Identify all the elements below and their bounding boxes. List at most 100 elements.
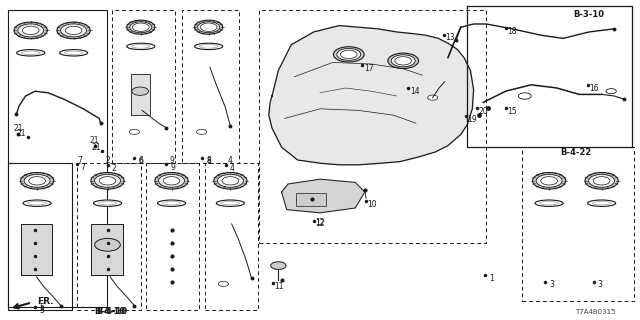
Text: 21: 21: [90, 136, 99, 145]
Ellipse shape: [23, 200, 51, 206]
Text: 5: 5: [39, 306, 44, 315]
Text: 12: 12: [316, 220, 324, 228]
Bar: [8, 163, 72, 310]
Circle shape: [196, 129, 207, 134]
Circle shape: [61, 24, 86, 37]
Ellipse shape: [163, 202, 180, 205]
Bar: [259, 10, 486, 243]
Text: 9: 9: [170, 163, 175, 172]
Text: 4: 4: [230, 164, 235, 172]
Circle shape: [24, 174, 50, 187]
Text: 16: 16: [589, 84, 599, 93]
Text: 6: 6: [138, 156, 143, 164]
Circle shape: [593, 177, 610, 185]
Bar: [112, 10, 175, 163]
Circle shape: [198, 22, 220, 33]
Circle shape: [29, 177, 45, 185]
Circle shape: [340, 50, 357, 59]
Text: 6: 6: [138, 157, 143, 166]
Circle shape: [536, 174, 562, 187]
Bar: [8, 10, 107, 307]
Circle shape: [195, 20, 223, 34]
Circle shape: [155, 172, 188, 189]
Circle shape: [130, 22, 152, 33]
Bar: [21, 224, 52, 275]
Ellipse shape: [157, 200, 186, 206]
Bar: [146, 163, 199, 310]
Circle shape: [18, 24, 44, 37]
Circle shape: [222, 177, 239, 185]
Ellipse shape: [65, 51, 83, 55]
Text: 5: 5: [39, 303, 44, 312]
Bar: [131, 74, 150, 115]
Text: 8: 8: [206, 156, 211, 164]
Text: T7A4B0315: T7A4B0315: [575, 309, 616, 315]
Circle shape: [99, 177, 116, 185]
Text: 7: 7: [81, 163, 86, 172]
Ellipse shape: [588, 200, 616, 206]
Bar: [77, 163, 141, 310]
Ellipse shape: [540, 202, 558, 205]
Circle shape: [218, 281, 228, 286]
Circle shape: [20, 172, 54, 189]
Text: B-3-10: B-3-10: [573, 10, 604, 19]
Circle shape: [200, 23, 217, 31]
Text: B-4-22: B-4-22: [561, 148, 591, 156]
Text: 11: 11: [275, 282, 284, 291]
Text: 12: 12: [316, 218, 324, 227]
Ellipse shape: [93, 200, 122, 206]
Text: B-4-10: B-4-10: [95, 308, 125, 316]
Ellipse shape: [195, 43, 223, 50]
Ellipse shape: [22, 51, 40, 55]
Bar: [91, 224, 123, 275]
Circle shape: [95, 238, 120, 251]
Circle shape: [218, 174, 243, 187]
Circle shape: [65, 26, 82, 35]
Ellipse shape: [132, 45, 150, 48]
Text: 14: 14: [410, 87, 420, 96]
Circle shape: [337, 48, 361, 60]
Ellipse shape: [593, 202, 611, 205]
Circle shape: [428, 95, 438, 100]
Polygon shape: [282, 179, 365, 213]
Ellipse shape: [535, 200, 563, 206]
Text: 21: 21: [92, 143, 100, 152]
Ellipse shape: [99, 202, 116, 205]
Text: 10: 10: [367, 200, 378, 209]
Text: 2: 2: [111, 164, 116, 172]
Circle shape: [129, 129, 140, 134]
Text: 20: 20: [478, 107, 488, 116]
Circle shape: [271, 262, 286, 269]
Text: 7: 7: [77, 156, 83, 164]
Text: 15: 15: [507, 107, 517, 116]
Circle shape: [163, 177, 180, 185]
Ellipse shape: [60, 50, 88, 56]
Circle shape: [57, 22, 90, 39]
Text: 3: 3: [598, 280, 603, 289]
Circle shape: [541, 177, 557, 185]
Circle shape: [22, 26, 39, 35]
Circle shape: [127, 20, 155, 34]
Text: 21: 21: [13, 124, 22, 132]
Text: 13: 13: [445, 33, 455, 42]
Circle shape: [388, 53, 419, 68]
Text: 18: 18: [508, 27, 516, 36]
Text: 8: 8: [206, 157, 211, 166]
Text: 3: 3: [549, 280, 554, 289]
Ellipse shape: [200, 45, 218, 48]
Text: 9: 9: [169, 156, 174, 164]
Circle shape: [91, 172, 124, 189]
Circle shape: [532, 172, 566, 189]
Text: 21: 21: [17, 129, 26, 138]
Text: B-4-10: B-4-10: [97, 308, 127, 316]
Circle shape: [589, 174, 614, 187]
Circle shape: [585, 172, 618, 189]
Ellipse shape: [28, 202, 46, 205]
Ellipse shape: [221, 202, 239, 205]
Bar: [182, 10, 239, 163]
Circle shape: [95, 174, 120, 187]
Text: 2: 2: [105, 156, 110, 164]
Circle shape: [333, 47, 364, 62]
Circle shape: [395, 57, 412, 65]
Bar: [522, 147, 634, 301]
